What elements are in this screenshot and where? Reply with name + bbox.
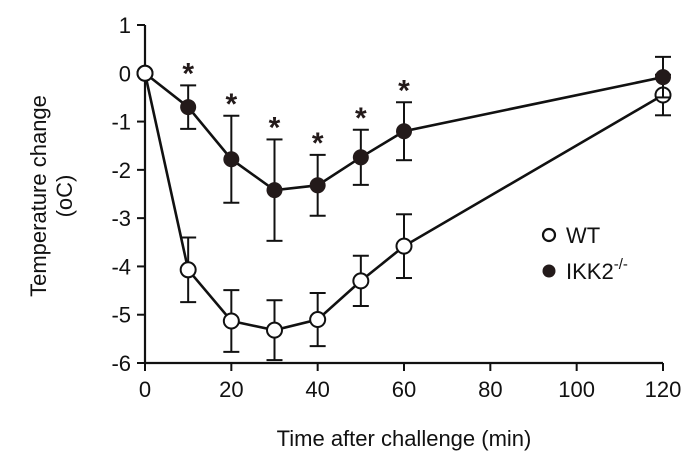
legend-label-ikk2-superscript: -/- (614, 256, 628, 273)
legend-label-wt: WT (566, 223, 600, 248)
x-tick-label: 100 (558, 377, 595, 402)
data-point (136, 64, 154, 82)
significance-annotations: * * * * * * (182, 57, 410, 160)
significance-star: * (182, 57, 194, 90)
data-point (396, 123, 412, 140)
series-layer (136, 55, 672, 362)
significance-star: * (312, 127, 324, 160)
series-line (144, 72, 664, 192)
y-tick-label: -5 (111, 303, 131, 328)
legend-marker-wt (541, 227, 557, 243)
data-point (309, 311, 327, 329)
y-axis-title-line2: (oC) (52, 175, 77, 218)
significance-star: * (269, 111, 281, 144)
data-point (266, 182, 283, 199)
y-tick-label: -3 (111, 206, 131, 231)
y-tick-label: -1 (111, 110, 131, 135)
x-axis-title: Time after challenge (min) (277, 426, 532, 451)
y-tick-label: -4 (111, 254, 131, 279)
data-point (222, 312, 240, 330)
data-point (309, 177, 326, 194)
y-tick-label: -6 (111, 351, 131, 376)
x-tick-label: 60 (392, 377, 416, 402)
data-point (223, 151, 240, 168)
data-point (395, 237, 413, 255)
y-tick-label: -2 (111, 158, 131, 183)
significance-star: * (225, 88, 237, 121)
data-point (266, 321, 283, 339)
significance-star: * (398, 74, 410, 107)
axes: 1 0 -1 -2 -3 -4 -5 -6 0 20 40 60 80 100 120 (111, 13, 681, 402)
x-tick-label: 80 (478, 377, 502, 402)
data-point (180, 99, 197, 116)
significance-star: * (355, 102, 367, 135)
data-point (179, 261, 197, 279)
x-tick-label: 120 (645, 377, 682, 402)
series-ikk2-ko (136, 55, 671, 242)
y-tick-label: 0 (119, 61, 131, 86)
legend-marker-ikk2 (542, 264, 556, 278)
data-point (655, 69, 671, 86)
x-tick-label: 20 (219, 377, 243, 402)
y-tick-label: 1 (119, 13, 131, 38)
x-tick-label: 40 (305, 377, 329, 402)
legend-label-ikk2: IKK2-/- (566, 256, 628, 284)
legend-label-ikk2-base: IKK2 (566, 259, 614, 284)
data-point (352, 272, 370, 290)
y-axis-title-line1: Temperature change (26, 95, 51, 297)
legend: WT IKK2-/- (541, 223, 628, 284)
data-point (352, 149, 369, 166)
series-line (143, 73, 664, 332)
x-tick-label: 0 (139, 377, 151, 402)
